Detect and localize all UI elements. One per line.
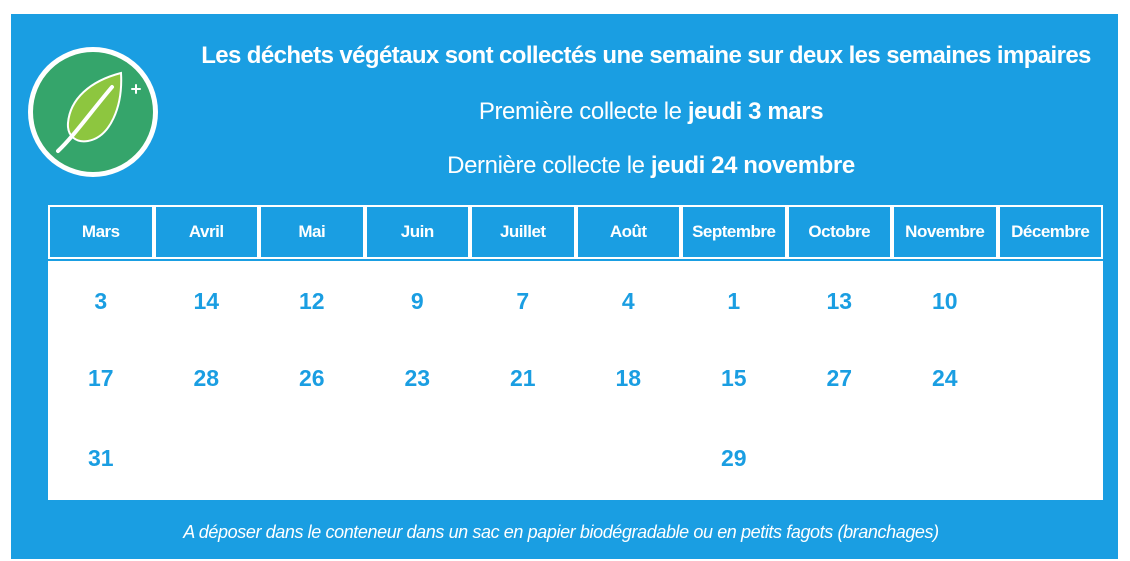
logo-badge bbox=[28, 47, 158, 177]
month-header: Mai bbox=[259, 205, 365, 259]
collection-day: 3 bbox=[94, 288, 108, 314]
month-header: Juin bbox=[364, 205, 470, 259]
month-header: Juillet bbox=[470, 205, 576, 259]
collection-day: 31 bbox=[87, 445, 114, 471]
collection-day: 23 bbox=[404, 365, 431, 391]
collection-day: 1 bbox=[727, 288, 741, 314]
collection-day: 21 bbox=[509, 365, 536, 391]
month-header: Avril bbox=[153, 205, 259, 259]
collection-day: 14 bbox=[193, 288, 220, 314]
month-header: Novembre bbox=[892, 205, 998, 259]
footer-instructions: A déposer dans le conteneur dans un sac … bbox=[183, 522, 939, 542]
collection-day: 12 bbox=[298, 288, 325, 314]
first-collection-prefix: Première collecte le bbox=[478, 98, 688, 125]
month-header: Août bbox=[575, 205, 681, 259]
collection-day: 18 bbox=[615, 365, 642, 391]
collection-day: 13 bbox=[826, 288, 853, 314]
collection-panel: Les déchets végétaux sont collectés une … bbox=[11, 14, 1118, 559]
collection-day: 24 bbox=[931, 365, 958, 391]
month-header: Octobre bbox=[786, 205, 892, 259]
headline: Les déchets végétaux sont collectés une … bbox=[201, 42, 1091, 69]
collection-day: 28 bbox=[193, 365, 220, 391]
collection-day: 17 bbox=[87, 365, 114, 391]
month-header: Décembre bbox=[997, 205, 1103, 259]
collection-day: 7 bbox=[516, 288, 530, 314]
collection-day: 27 bbox=[826, 365, 853, 391]
leaf-icon bbox=[56, 71, 141, 153]
first-collection: Première collecte le jeudi 3 mars bbox=[311, 98, 991, 126]
collection-calendar: Mars 3 17 31 Avril 14 28 Mai 12 26 Juin 9 23 Juillet 7… bbox=[48, 205, 1103, 500]
collection-day: 9 bbox=[410, 288, 424, 314]
collection-day: 4 bbox=[621, 288, 635, 314]
collection-day: 26 bbox=[298, 365, 325, 391]
last-collection: Dernière collecte le jeudi 24 novembre bbox=[311, 152, 991, 180]
last-collection-prefix: Dernière collecte le bbox=[447, 152, 651, 179]
collection-day: 15 bbox=[720, 365, 747, 391]
month-header: Septembre bbox=[681, 205, 787, 259]
calendar-body bbox=[48, 261, 1103, 500]
month-header: Mars bbox=[48, 205, 154, 259]
first-collection-date: jeudi 3 mars bbox=[687, 98, 824, 125]
collection-day: 29 bbox=[720, 445, 747, 471]
collection-day: 10 bbox=[931, 288, 958, 314]
last-collection-date: jeudi 24 novembre bbox=[650, 152, 855, 179]
